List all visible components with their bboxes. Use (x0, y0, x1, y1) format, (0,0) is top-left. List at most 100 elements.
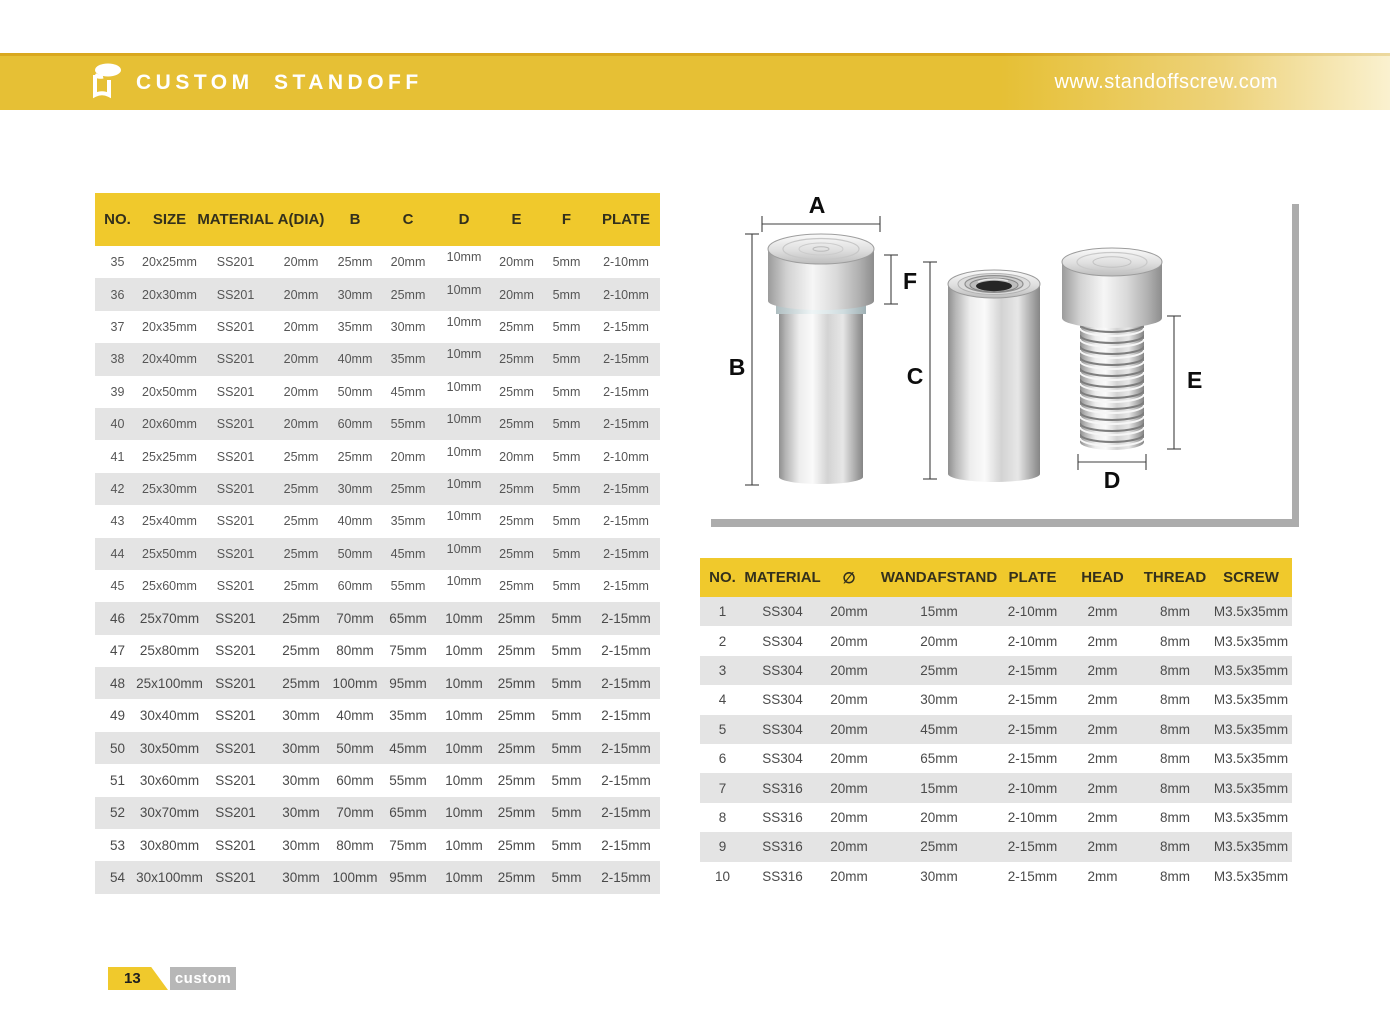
dim-label-a: A (809, 192, 826, 218)
table-cell: 75mm (389, 837, 427, 853)
table-cell: 5mm (552, 449, 581, 464)
table-cell: 10mm (446, 379, 482, 394)
table-cell: 25x25mm (142, 449, 197, 464)
table-cell: 8mm (1160, 751, 1190, 767)
table-cell: 8mm (1160, 633, 1190, 649)
table-cell: 45mm (920, 721, 958, 737)
table-cell: 5mm (552, 319, 581, 334)
table-cell: 20mm (283, 417, 319, 432)
table-cell: 15mm (920, 780, 958, 796)
table-cell: 53 (109, 837, 126, 853)
table-cell: 45mm (389, 740, 427, 756)
table-cell: 40mm (337, 514, 373, 529)
table-cell: 30x60mm (139, 772, 200, 788)
table-cell: 20mm (830, 780, 868, 796)
table-cell: 20mm (283, 287, 319, 302)
table-cell: 50 (109, 740, 126, 756)
table-cell: 25mm (497, 708, 536, 724)
table-cell: M3.5x35mm (1213, 751, 1289, 767)
table-row: 44 25x50mm SS201 25mm 50mm 45mm 10mm 25mm 5mm 2-1… (95, 537, 660, 570)
table-cell: 20x30mm (142, 287, 197, 302)
table-cell: 2-15mm (603, 417, 649, 432)
column-header: F (561, 211, 572, 228)
table-cell: 100mm (332, 870, 378, 886)
table-cell: 10mm (445, 805, 483, 821)
table-cell: 5mm (551, 643, 582, 659)
table-cell: 25x100mm (136, 675, 203, 691)
table-cell: SS316 (762, 868, 803, 884)
table-cell: 30mm (282, 837, 320, 853)
column-header: PLATE (601, 211, 651, 228)
table-cell: 10mm (445, 675, 483, 691)
table-cell: 20mm (830, 868, 868, 884)
dimension-lines-right (1077, 315, 1181, 470)
table-cell: 20mm (499, 287, 534, 302)
table-cell: 8mm (1160, 809, 1190, 825)
right-table-body: 1 SS304 20mm 15mm 2-10mm 2mm 8mm M3.5x35mm 2 SS30… (700, 597, 1292, 891)
table-cell: 5mm (551, 740, 582, 756)
table-cell: 25mm (497, 740, 536, 756)
table-cell: 5mm (552, 352, 581, 367)
table-cell: SS201 (215, 610, 256, 626)
footer-tab-label: custom (174, 970, 232, 987)
table-cell: 25mm (283, 579, 319, 594)
table-cell: 25x70mm (139, 610, 200, 626)
column-header: NO. (104, 211, 131, 228)
table-cell: 50mm (336, 740, 374, 756)
table-cell: 75mm (389, 643, 427, 659)
table-row: 43 25x40mm SS201 25mm 40mm 35mm 10mm 25mm 5mm 2-1… (95, 505, 660, 538)
table-cell: 2-10mm (1007, 633, 1058, 649)
table-row: 54 30x100mm SS201 30mm 100mm 95mm 10mm 25mm 5mm 2… (95, 861, 660, 894)
dim-label-e: E (1187, 367, 1202, 393)
table-cell: 2-15mm (601, 837, 651, 853)
table-cell: SS201 (216, 352, 255, 367)
table-cell: SS201 (216, 514, 255, 529)
table-cell: 2-15mm (603, 579, 649, 594)
table-cell: 2-15mm (1007, 751, 1058, 767)
table-cell: 20mm (920, 633, 958, 649)
brand-title: CUSTOM STANDOFF (136, 71, 423, 94)
column-header: THREAD (1143, 569, 1207, 586)
table-cell: 25mm (497, 805, 536, 821)
table-cell: 30mm (282, 772, 320, 788)
table-cell: SS201 (215, 870, 256, 886)
table-row: 4 SS304 20mm 30mm 2-15mm 2mm 8mm M3.5x35mm (700, 685, 1292, 715)
table-cell: SS304 (762, 692, 803, 708)
dimension-lines-left (745, 216, 898, 486)
table-cell: 30x80mm (139, 837, 200, 853)
table-row: 36 20x30mm SS201 20mm 30mm 25mm 10mm 20mm 5mm 2-1… (95, 278, 660, 311)
table-cell: 2mm (1087, 633, 1118, 649)
table-cell: 10mm (446, 574, 482, 589)
table-cell: 41 (110, 449, 125, 464)
table-cell: 20mm (830, 839, 868, 855)
table-cell: 2mm (1087, 662, 1118, 678)
table-cell: SS201 (216, 579, 255, 594)
table-cell: 30x40mm (139, 708, 200, 724)
table-cell: 25mm (497, 837, 536, 853)
table-cell: 25mm (497, 870, 536, 886)
table-cell: 8mm (1160, 692, 1190, 708)
table-cell: 20mm (830, 604, 868, 620)
table-cell: 20mm (390, 449, 426, 464)
table-cell: 8mm (1160, 662, 1190, 678)
table-cell: 44 (110, 546, 125, 561)
table-cell: SS304 (762, 662, 803, 678)
table-cell: 30x50mm (139, 740, 200, 756)
table-cell: SS201 (216, 384, 255, 399)
product-diagram: A B F C (729, 192, 1203, 493)
table-cell: SS304 (762, 751, 803, 767)
column-header: C (402, 211, 414, 228)
table-cell: 5mm (551, 610, 582, 626)
table-cell: 35mm (337, 319, 373, 334)
table-cell: 2mm (1087, 721, 1118, 737)
table-cell: 25mm (282, 610, 320, 626)
table-cell: 25mm (283, 546, 319, 561)
table-cell: 80mm (336, 643, 374, 659)
table-row: 3 SS304 20mm 25mm 2-15mm 2mm 8mm M3.5x35mm (700, 655, 1292, 686)
table-cell: SS201 (216, 255, 255, 270)
table-cell: 2mm (1087, 751, 1118, 767)
table-cell: 38 (110, 352, 125, 367)
table-cell: 30x70mm (139, 805, 200, 821)
column-header: NO. (709, 569, 736, 586)
table-cell: 5mm (551, 837, 582, 853)
